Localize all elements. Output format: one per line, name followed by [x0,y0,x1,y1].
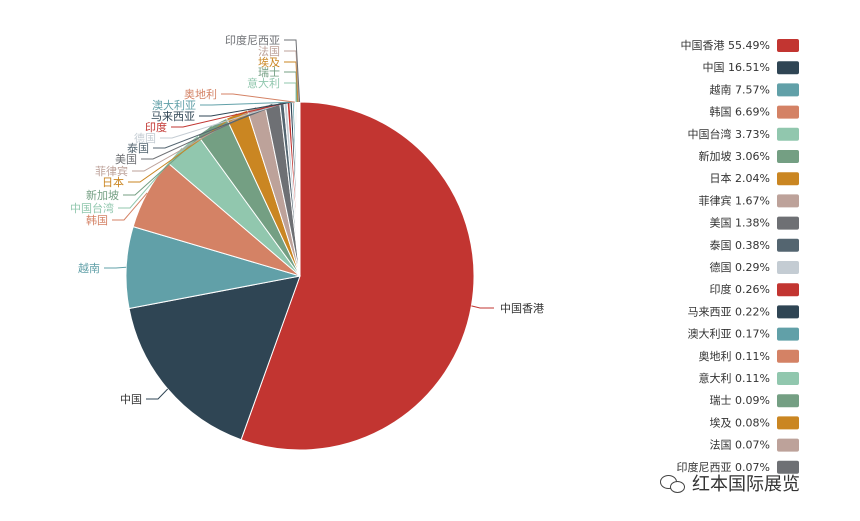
slice-label-10: 泰国 [127,141,149,155]
legend-label-5: 中国台湾 3.73% [688,127,770,141]
pie-slice-2 [128,275,301,441]
legend-label-2: 中国 16.51% [703,61,770,74]
slice-label-4: 韩国 [86,213,108,227]
label-line-12 [171,101,289,128]
legend-label-9: 美国 1.38% [710,217,770,230]
slice-label-17: 瑞士 [258,65,280,79]
legend-swatch-13[interactable] [777,305,799,319]
label-line-15 [221,93,295,103]
slice-label-6: 新加坡 [86,188,119,202]
label-line-16 [284,82,297,102]
label-line-14 [200,101,294,106]
slice-label-2: 中国 [120,393,142,406]
legend-label-13: 马来西亚 0.22% [688,305,770,318]
slice-label-1: 中国香港 [500,302,544,315]
slice-label-19: 法国 [258,44,280,58]
legend-swatch-14[interactable] [777,327,799,341]
legend-swatch-6[interactable] [777,150,799,163]
watermark-text: 红本国际展览 [692,474,800,495]
label-line-2 [146,388,169,400]
legend-label-4: 韩国 6.69% [710,105,770,119]
slice-label-11: 德国 [134,131,156,145]
watermark: 红本国际展览 [660,470,800,496]
slice-label-12: 印度 [145,120,167,134]
legend-label-20: 印度尼西亚 0.07% [677,460,770,474]
slice-label-20: 印度尼西亚 [225,33,280,47]
legend-label-6: 新加坡 3.06% [699,149,770,163]
slice-label-13: 马来西亚 [151,110,195,123]
legend-label-18: 埃及 0.08% [710,415,770,429]
legend-label-11: 德国 0.29% [710,260,770,274]
label-line-4 [112,192,148,221]
legend-swatch-1[interactable] [777,39,799,52]
legend-swatch-17[interactable] [777,394,799,408]
label-line-1 [471,305,494,309]
wechat-icon [660,473,686,493]
legend-swatch-7[interactable] [777,172,799,186]
legend-label-1: 中国香港 55.49% [681,39,770,52]
slice-label-16: 意大利 [247,76,280,90]
slice-label-7: 日本 [102,175,124,189]
label-line-3 [104,266,127,269]
legend-swatch-19[interactable] [777,438,799,452]
slice-label-9: 美国 [115,153,137,166]
legend-swatch-11[interactable] [777,261,799,274]
legend: 中国香港 55.49% 中国 16.51% 越南 7.57% 韩国 6.69% 中国台湾… [677,39,799,474]
label-line-19 [284,50,300,103]
legend-swatch-18[interactable] [777,416,799,430]
legend-swatch-16[interactable] [777,372,799,385]
slice-label-18: 埃及 [258,55,280,69]
legend-swatch-8[interactable] [777,194,799,208]
slice-label-15: 奥地利 [184,87,217,101]
legend-swatch-5[interactable] [777,127,799,141]
legend-label-15: 奥地利 0.11% [699,349,770,363]
slice-label-3: 越南 [78,261,100,275]
legend-swatch-4[interactable] [777,105,799,119]
legend-swatch-12[interactable] [777,283,799,297]
slice-label-14: 澳大利亚 [152,98,196,112]
pie-slices [125,101,475,451]
legend-label-17: 瑞士 0.09% [710,393,770,407]
legend-swatch-2[interactable] [777,61,799,75]
legend-label-7: 日本 2.04% [710,171,770,185]
legend-swatch-9[interactable] [777,216,799,230]
legend-swatch-15[interactable] [777,349,799,363]
label-line-13 [199,101,292,117]
label-line-10 [153,102,283,149]
legend-label-19: 法国 0.07% [710,438,770,452]
legend-label-16: 意大利 0.11% [699,371,770,385]
legend-label-12: 印度 0.26% [710,282,770,296]
label-line-18 [284,61,299,103]
slice-label-5: 中国台湾 [70,201,114,215]
legend-swatch-20[interactable] [777,460,799,474]
legend-label-10: 泰国 0.38% [710,238,770,252]
label-line-17 [284,71,298,103]
legend-swatch-3[interactable] [777,83,799,97]
label-line-11 [160,102,286,139]
label-line-20 [284,39,301,103]
legend-label-8: 菲律宾 1.67% [699,193,770,207]
legend-label-14: 澳大利亚 0.17% [688,327,770,341]
legend-label-3: 越南 7.57% [710,82,770,96]
legend-swatch-10[interactable] [777,238,799,252]
slice-label-8: 菲律宾 [95,164,128,178]
